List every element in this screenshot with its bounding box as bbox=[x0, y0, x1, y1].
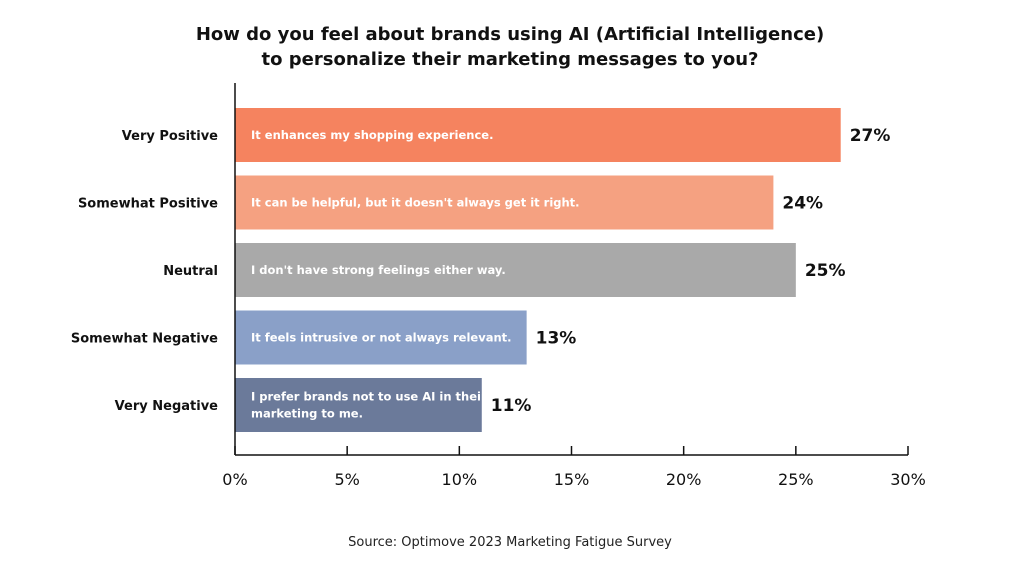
source-note: Source: Optimove 2023 Marketing Fatigue … bbox=[348, 535, 672, 550]
bar-text: It enhances my shopping experience. bbox=[251, 128, 493, 142]
x-tick-label: 10% bbox=[442, 470, 478, 489]
bar-3 bbox=[235, 243, 796, 297]
chart-title-line-1: How do you feel about brands using AI (A… bbox=[195, 24, 825, 45]
value-label: 11% bbox=[491, 396, 532, 416]
x-tick-label: 15% bbox=[554, 470, 590, 489]
category-label: Very Negative bbox=[115, 399, 218, 414]
category-label: Somewhat Negative bbox=[71, 332, 218, 347]
axis-layer: 0% 5% 10% 15% 20% 25% 30% bbox=[222, 83, 926, 489]
value-label: 24% bbox=[782, 194, 823, 214]
chart-title-line-2: to personalize their marketing messages … bbox=[261, 49, 759, 70]
bar-text: marketing to me. bbox=[251, 407, 363, 421]
x-tick-label: 0% bbox=[222, 470, 247, 489]
x-tick-label: 20% bbox=[666, 470, 702, 489]
bar-text: I prefer brands not to use AI in their bbox=[251, 390, 487, 404]
bar-text: It can be helpful, but it doesn't always… bbox=[251, 196, 580, 210]
bar-5 bbox=[235, 378, 482, 432]
bar-4 bbox=[235, 310, 527, 365]
bar-text: I don't have strong feelings either way. bbox=[251, 263, 506, 277]
category-label: Somewhat Positive bbox=[78, 197, 218, 212]
x-tick-label: 30% bbox=[890, 470, 926, 489]
category-label: Neutral bbox=[163, 264, 218, 279]
value-label: 13% bbox=[536, 329, 577, 349]
value-label: 27% bbox=[850, 126, 891, 146]
bar-text: It feels intrusive or not always relevan… bbox=[251, 331, 512, 345]
bar-2 bbox=[235, 175, 774, 230]
chart-title: How do you feel about brands using AI (A… bbox=[0, 22, 1020, 72]
bars-layer: Very Positive It enhances my shopping exp… bbox=[71, 108, 891, 432]
x-tick-label: 5% bbox=[334, 470, 359, 489]
bar-1 bbox=[235, 108, 841, 162]
x-tick-label: 25% bbox=[778, 470, 814, 489]
category-label: Very Positive bbox=[122, 129, 218, 144]
value-label: 25% bbox=[805, 261, 846, 281]
